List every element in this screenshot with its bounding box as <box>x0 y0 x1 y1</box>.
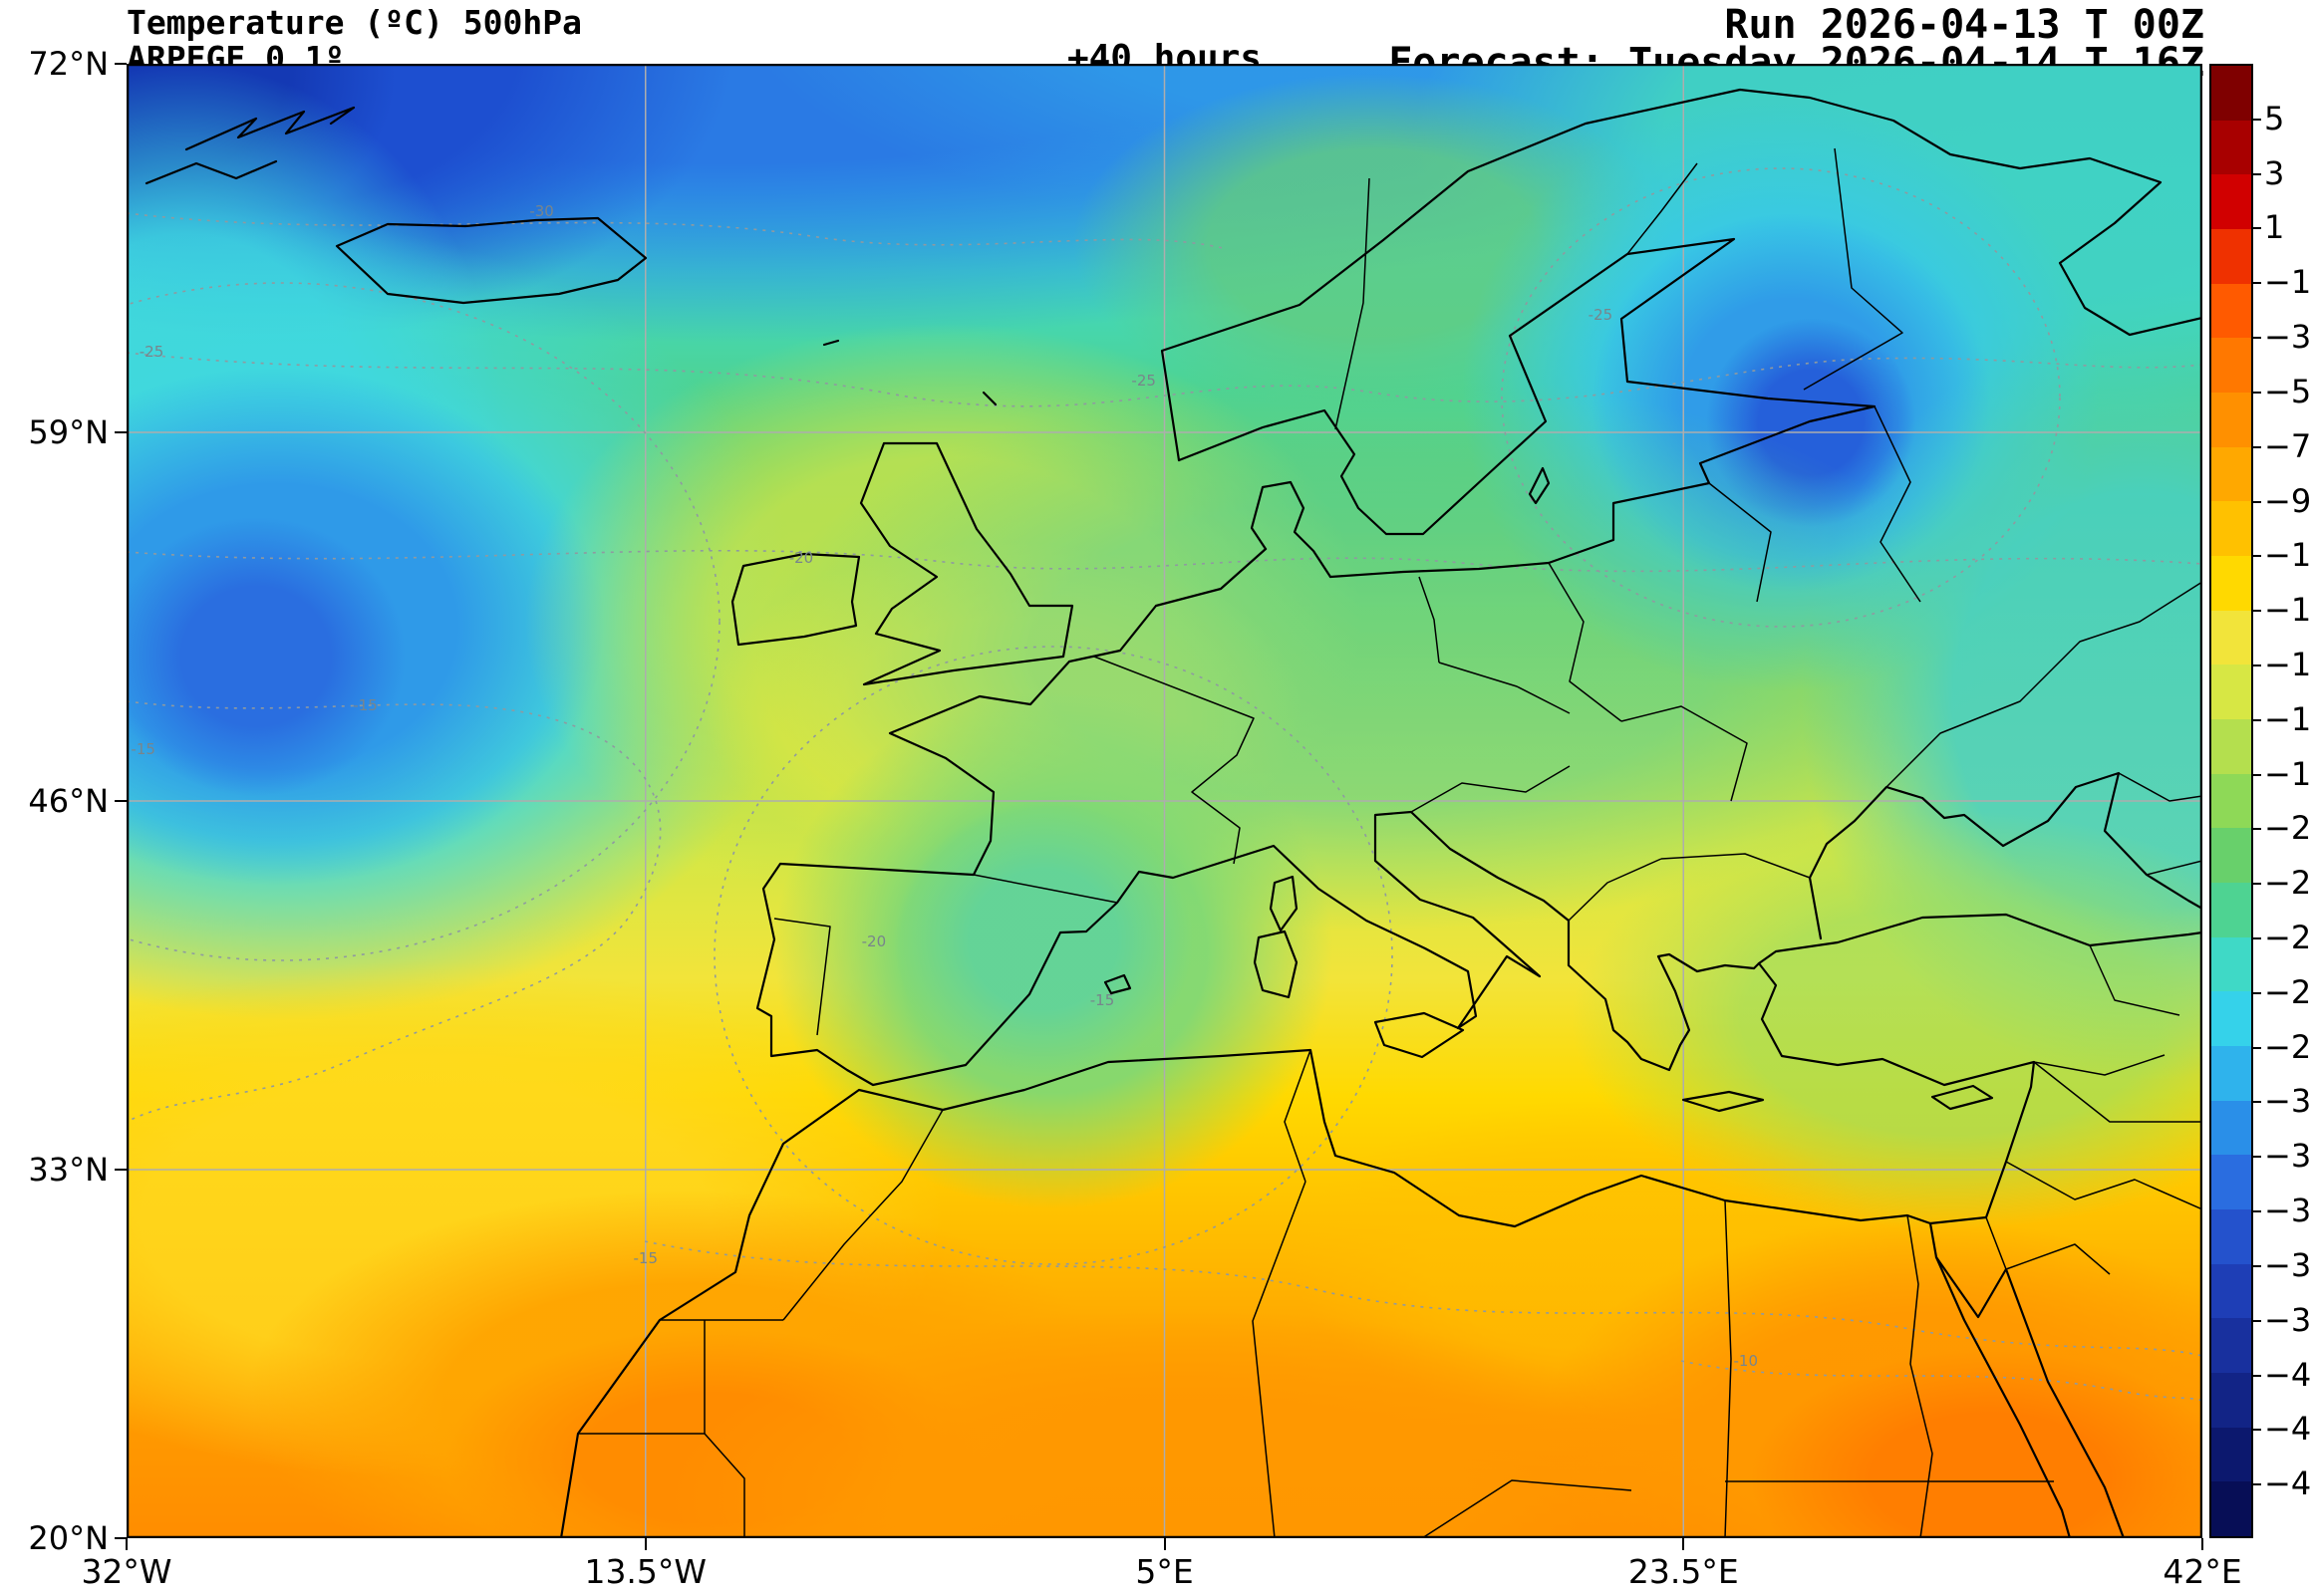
colorbar-tick-label: −37 <box>2252 1246 2313 1284</box>
lon-tickmark <box>126 1538 128 1550</box>
colorbar-cell <box>2211 556 2251 611</box>
colorbar-cell <box>2211 393 2251 447</box>
map-area: -30 -25 -25 -25 -20 -20 -15 -15 -15 -15 -10 <box>127 64 2202 1538</box>
colorbar-cell <box>2211 174 2251 230</box>
colorbar-tick-label: −31 <box>2252 1082 2313 1120</box>
colorbar-cell <box>2211 283 2251 339</box>
colorbar-cell <box>2211 1318 2251 1374</box>
colorbar-cell <box>2211 883 2251 937</box>
lat-tickmark <box>115 63 127 65</box>
lat-tick-label: 59°N <box>28 413 109 451</box>
colorbar-tick-label: −33 <box>2252 1137 2313 1175</box>
colorbar-cell <box>2211 828 2251 884</box>
colorbar-cell <box>2211 719 2251 774</box>
colorbar-cell <box>2211 229 2251 284</box>
colorbar-labels: 5 3 1 −1 −3 −5 −7 −9 −11 −13 −15 −17 −19 −21 −23 −25 −27… <box>2251 64 2313 1538</box>
colorbar-tick-label: −15 <box>2252 646 2313 683</box>
colorbar-tick-label: −17 <box>2252 700 2313 738</box>
latitude-axis: 72°N 59°N 46°N 33°N 20°N <box>0 45 127 1557</box>
temperature-contours <box>127 167 2202 1402</box>
colorbar-tick-label: 5 <box>2251 99 2285 137</box>
lat-tick-label: 33°N <box>28 1151 109 1189</box>
coastlines <box>145 88 2202 1538</box>
colorbar-tick-label: −41 <box>2252 1356 2313 1394</box>
temperature-field-svg <box>127 64 2202 1538</box>
gridlines <box>127 64 2202 1538</box>
lon-tickmark <box>644 1538 647 1550</box>
run-label: Run 2026-04-13 T 00Z <box>1724 2 2204 48</box>
colorbar-tick-label: −43 <box>2252 1410 2313 1448</box>
colorbar-cell <box>2211 1155 2251 1210</box>
colorbar-tick-label: −13 <box>2252 591 2313 629</box>
colorbar-gradient <box>2209 64 2253 1538</box>
colorbar-tick-label: −7 <box>2251 426 2312 465</box>
chart-title: Temperature (ºC) 500hPa <box>127 3 582 42</box>
lon-tick-label: 32°W <box>81 1552 172 1591</box>
colorbar-cell <box>2211 338 2251 394</box>
colorbar-tick-label: −27 <box>2252 973 2313 1011</box>
colorbar-cell <box>2211 773 2251 829</box>
colorbar-tick-label: −19 <box>2252 755 2313 793</box>
colorbar-cell <box>2211 1373 2251 1428</box>
colorbar-cell <box>2211 610 2251 665</box>
colorbar-tick-label: −29 <box>2252 1028 2313 1066</box>
colorbar-cell <box>2211 1046 2251 1101</box>
colorbar-cell <box>2211 66 2251 121</box>
colorbar-cell <box>2211 446 2251 502</box>
colorbar-tick-label: −1 <box>2251 263 2312 302</box>
colorbar-cell <box>2211 665 2251 720</box>
lon-tickmark <box>1163 1538 1166 1550</box>
lat-tickmark <box>115 800 127 802</box>
colorbar-cell <box>2211 1100 2251 1156</box>
colorbar-cell <box>2211 1481 2251 1537</box>
colorbar-tick-label: −21 <box>2252 809 2313 847</box>
colorbar-cell <box>2211 991 2251 1047</box>
colorbar-cell <box>2211 1263 2251 1319</box>
lat-tick-label: 20°N <box>28 1519 109 1557</box>
colorbar-tick-label: −3 <box>2251 318 2312 357</box>
lon-tick-label: 13.5°W <box>584 1552 708 1591</box>
lat-tick-label: 72°N <box>28 45 109 83</box>
longitude-axis: 32°W 13.5°W 5°E 23.5°E 42°E <box>81 1538 2242 1594</box>
lon-tickmark <box>1682 1538 1685 1550</box>
country-borders <box>578 147 2202 1538</box>
colorbar-cell <box>2211 1427 2251 1482</box>
colorbar-cell <box>2211 1209 2251 1264</box>
colorbar-tick-label: 3 <box>2251 153 2285 192</box>
lat-tickmark <box>115 1169 127 1171</box>
colorbar-tick-label: −35 <box>2252 1192 2313 1229</box>
lon-tickmark <box>2201 1538 2203 1550</box>
colorbar-tick-label: −45 <box>2252 1464 2313 1502</box>
colorbar-tick-label: −23 <box>2252 864 2313 902</box>
colorbar-tick-label: −11 <box>2252 536 2313 574</box>
colorbar-tick-label: −25 <box>2252 919 2313 956</box>
lat-tickmark <box>115 431 127 433</box>
colorbar-tick-label: −39 <box>2252 1301 2313 1339</box>
colorbar-tick-label: −9 <box>2251 481 2312 520</box>
colorbar-cell <box>2211 936 2251 992</box>
colorbar-cell <box>2211 501 2251 557</box>
colorbar-tick-label: −5 <box>2251 372 2312 410</box>
lat-tick-label: 46°N <box>28 782 109 820</box>
lon-tick-label: 23.5°E <box>1627 1552 1739 1591</box>
lon-tick-label: 5°E <box>1135 1552 1194 1591</box>
colorbar-tick-label: 1 <box>2251 208 2285 247</box>
plot-frame <box>127 64 2202 1538</box>
colorbar-cell <box>2211 120 2251 175</box>
lat-tickmark <box>115 1537 127 1539</box>
lon-tick-label: 42°E <box>2163 1552 2242 1591</box>
